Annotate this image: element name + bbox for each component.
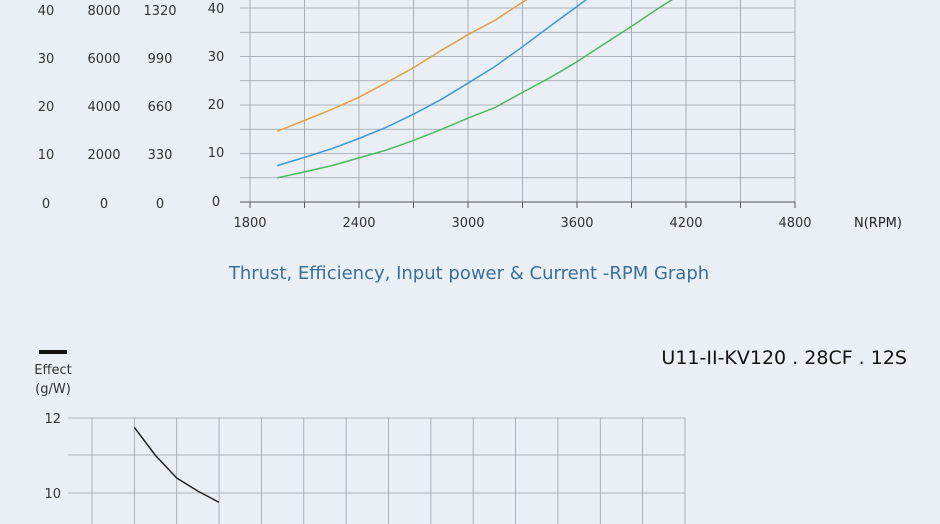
scale2-tick: 8000 [87,4,120,19]
scale1-tick: 20 [38,100,55,115]
series-line-2 [277,0,587,167]
scale3-tick: 990 [148,52,173,67]
x-tick: 4200 [669,216,702,231]
scale3-tick: 330 [148,148,173,163]
rpm-left-scales: 40 30 20 10 0 8000 6000 4000 2000 0 1320… [38,2,225,212]
series-line-1 [277,0,528,132]
scale2-tick: 4000 [87,100,120,115]
x-tick: 3600 [560,216,593,231]
scale3-tick: 0 [156,197,164,212]
scale1-tick: 0 [42,197,50,212]
scale2-tick: 0 [100,197,108,212]
y-tick: 10 [44,487,61,502]
scale1-tick: 40 [38,4,55,19]
chart-caption: Thrust, Efficiency, Input power & Curren… [228,263,709,284]
effect-chart: Effect (g/W) U11-II-KV120 . 28CF . 12S 1… [34,347,907,524]
scale3-tick: 1320 [143,4,176,19]
rpm-chart-lines [277,0,674,179]
scale2-tick: 6000 [87,52,120,67]
effect-chart-grid [68,417,686,524]
effect-chart-lines [133,426,220,504]
effect-line-1 [133,426,220,504]
y-tick: 20 [208,98,225,113]
y-axis-label: Effect [34,363,71,378]
y-tick: 0 [212,195,220,210]
rpm-chart: 40 30 20 10 0 8000 6000 4000 2000 0 1320… [38,0,902,231]
x-axis-label: N(RPM) [854,216,902,231]
legend-bar-icon [39,350,67,354]
model-label: U11-II-KV120 . 28CF . 12S [661,347,907,369]
x-tick: 2400 [342,216,375,231]
y-tick: 40 [208,2,225,17]
y-tick: 12 [44,412,61,427]
x-tick: 3000 [451,216,484,231]
y-tick: 30 [208,50,225,65]
scale1-tick: 10 [38,148,55,163]
y-axis-unit: (g/W) [35,382,71,397]
rpm-x-ticks: 1800 2400 3000 3600 4200 4800 N(RPM) [233,216,902,231]
series-line-3 [277,0,674,179]
x-tick: 1800 [233,216,266,231]
y-tick: 10 [208,146,225,161]
rpm-chart-grid [240,0,796,208]
scale1-tick: 30 [38,52,55,67]
x-tick: 4800 [778,216,811,231]
scale2-tick: 2000 [87,148,120,163]
scale3-tick: 660 [148,100,173,115]
